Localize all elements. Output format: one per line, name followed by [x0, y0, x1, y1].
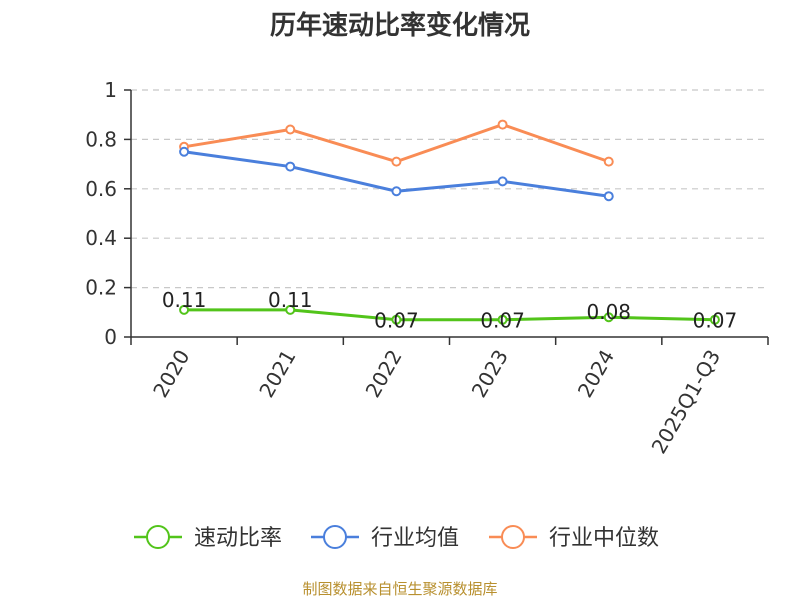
x-tick-label: 2025Q1-Q3 — [647, 346, 726, 458]
grid-lines — [131, 89, 768, 289]
y-tick-label: 0.6 — [85, 177, 117, 201]
x-tick-label: 2020 — [148, 346, 194, 402]
x-tick-label: 2024 — [573, 346, 619, 402]
data-point — [497, 176, 508, 187]
series-line — [184, 308, 715, 322]
data-point — [603, 156, 614, 167]
x-axis-ticks: 2020 2021 2022 2023 2024 2025Q1-Q3 — [130, 337, 769, 458]
data-point — [285, 124, 296, 135]
data-label: 0.11 — [268, 288, 313, 312]
legend-label: 行业均值 — [371, 526, 459, 551]
data-point — [179, 146, 190, 157]
data-point — [391, 186, 402, 197]
y-tick-label: 0 — [104, 325, 117, 349]
x-tick-label: 2023 — [467, 346, 513, 402]
data-point — [603, 312, 614, 323]
data-label: 0.08 — [586, 300, 631, 324]
data-point — [391, 314, 402, 325]
data-point — [497, 119, 508, 130]
legend-marker — [501, 525, 525, 549]
data-label: 0.07 — [693, 309, 738, 333]
data-label: 0.07 — [480, 309, 525, 333]
series-group — [179, 119, 720, 325]
legend-label: 速动比率 — [194, 526, 282, 551]
data-point — [603, 191, 614, 202]
legend: 速动比率 行业均值 行业中位数 — [134, 525, 659, 551]
data-label: 0.11 — [162, 288, 207, 312]
series-line — [183, 123, 610, 164]
legend-label: 行业中位数 — [549, 526, 659, 551]
data-point — [285, 304, 296, 315]
y-tick-label: 0.2 — [85, 276, 117, 300]
data-label: 0.07 — [374, 309, 419, 333]
legend-item: 速动比率 — [134, 525, 282, 551]
chart-title: 历年速动比率变化情况 — [270, 10, 530, 41]
axes — [130, 90, 768, 338]
data-point — [285, 161, 296, 172]
data-point — [391, 156, 402, 167]
y-tick-label: 1 — [104, 78, 117, 102]
x-tick-label: 2022 — [361, 346, 407, 402]
data-point — [497, 314, 508, 325]
data-labels: 0.11 0.11 0.07 0.07 0.08 0.07 — [162, 288, 737, 333]
y-axis-ticks: 0 0.2 0.4 0.6 0.8 1 — [85, 78, 131, 349]
data-point — [179, 304, 190, 315]
x-tick-label: 2021 — [254, 346, 300, 402]
legend-item: 行业中位数 — [489, 525, 659, 551]
y-tick-label: 0.8 — [85, 127, 117, 151]
source-note: 制图数据来自恒生聚源数据库 — [302, 580, 497, 598]
legend-marker — [146, 525, 170, 549]
data-point — [709, 314, 720, 325]
legend-item: 行业均值 — [311, 525, 459, 551]
legend-marker — [323, 525, 347, 549]
y-tick-label: 0.4 — [85, 226, 117, 250]
